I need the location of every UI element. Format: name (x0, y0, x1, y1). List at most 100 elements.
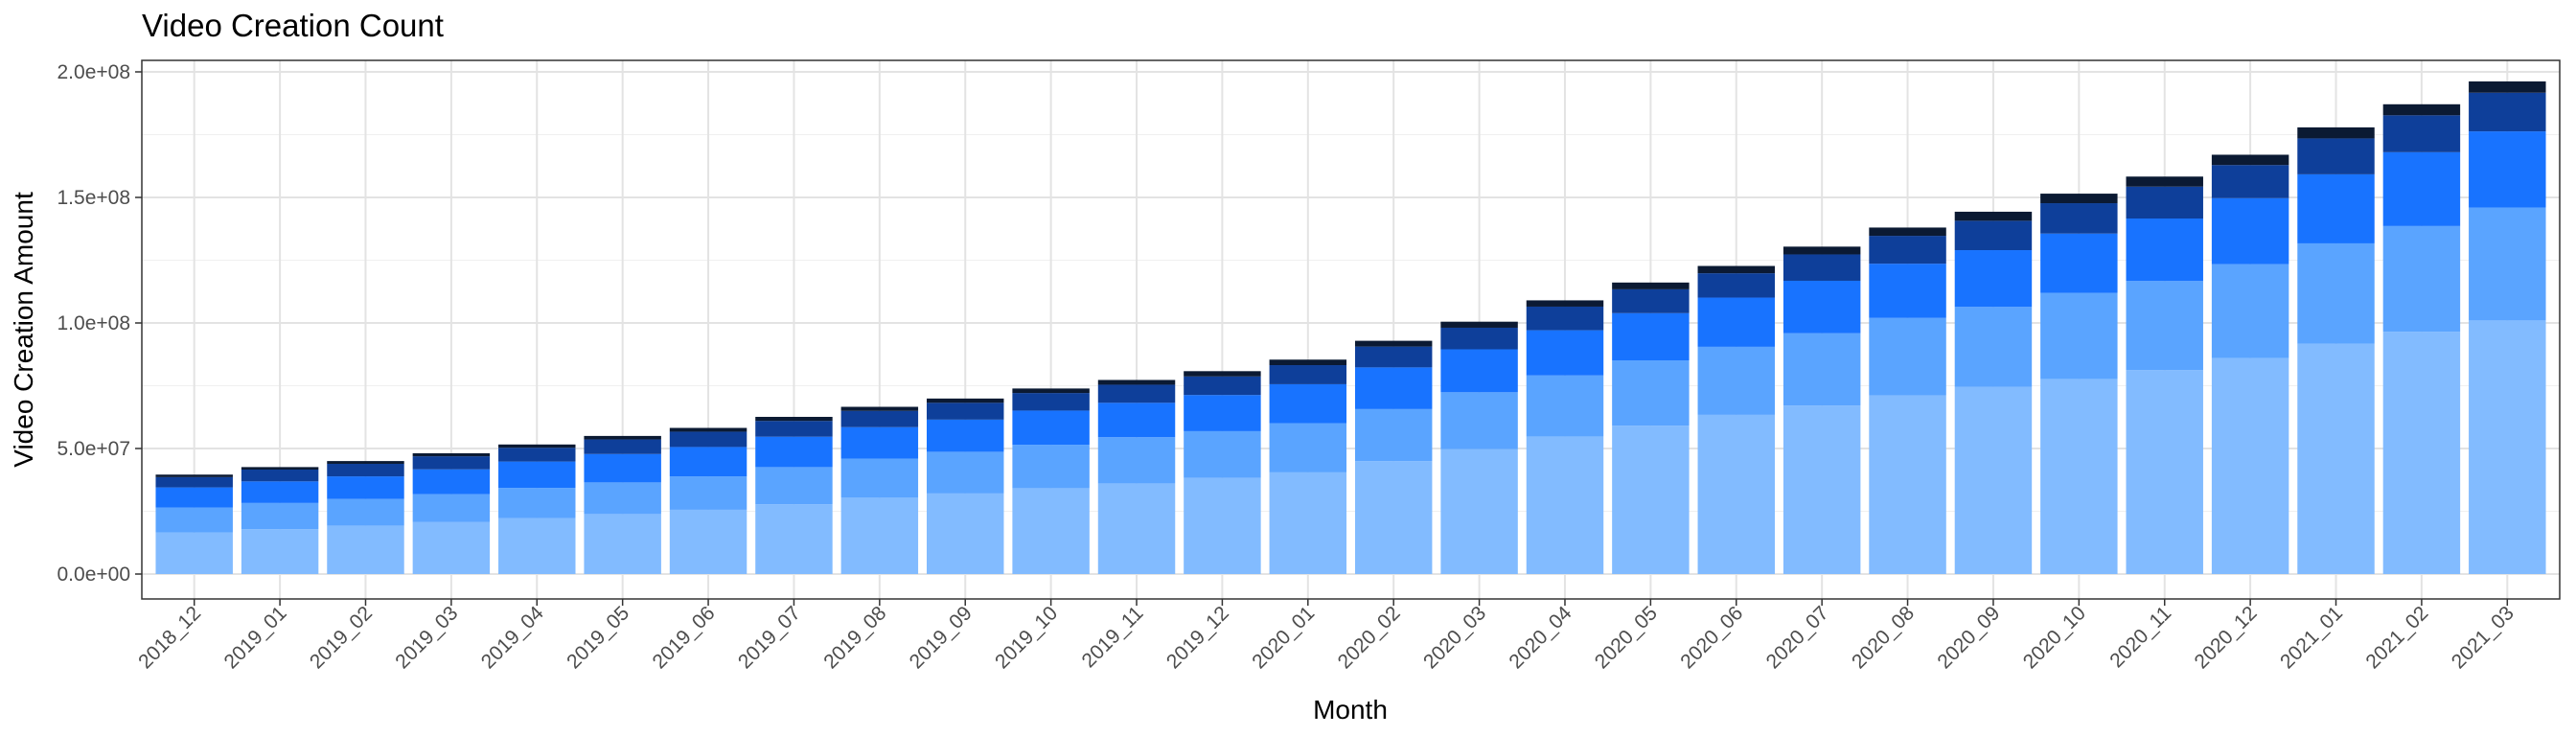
bar-segment (155, 487, 233, 508)
bar-segment (1354, 340, 1433, 347)
bar-segment (2297, 173, 2375, 243)
bar-segment (1526, 306, 1604, 331)
bar-segment (327, 461, 404, 464)
chart-title: Video Creation Count (142, 8, 444, 43)
x-tick-label: 2019_01 (220, 602, 291, 673)
bar-segment (2382, 151, 2461, 226)
x-tick-label: 2020_09 (1933, 602, 2004, 673)
bar-segment (1354, 408, 1433, 462)
bar-segment (1269, 472, 1347, 574)
bar-segment (927, 398, 1004, 403)
x-tick-label: 2021_02 (2361, 602, 2432, 673)
x-tick-label: 2020_03 (1419, 602, 1490, 673)
x-tick-label: 2020_06 (1676, 602, 1747, 673)
bar-segment (1954, 211, 2033, 221)
bar-segment (2211, 165, 2289, 198)
bar-segment (1440, 448, 1518, 574)
bar-segment (755, 421, 833, 437)
bar-segment (327, 498, 404, 526)
x-tick-label: 2020_07 (1762, 602, 1833, 673)
bar-segment (2126, 370, 2203, 574)
x-tick-label: 2021_03 (2448, 602, 2518, 673)
bar-segment (327, 476, 404, 499)
bar-segment (1526, 436, 1604, 574)
bar-segment (1354, 346, 1433, 368)
bars (155, 80, 2546, 574)
bar-segment (1012, 393, 1090, 411)
bar-segment (1012, 488, 1090, 574)
bar-segment (498, 461, 576, 489)
x-tick-label: 2020_11 (2105, 602, 2175, 672)
bar-segment (584, 439, 661, 454)
bar-segment (2040, 233, 2118, 293)
x-tick-label: 2019_05 (563, 602, 633, 673)
bar-segment (1012, 445, 1090, 489)
bar-segment (1440, 327, 1518, 350)
bar-segment (584, 435, 661, 440)
bar-segment (2382, 115, 2461, 152)
bar-segment (1269, 365, 1347, 384)
bar-segment (1782, 280, 1861, 334)
bar-segment (669, 427, 748, 432)
bar-segment (755, 436, 833, 468)
x-tick-label: 2020_08 (1848, 602, 1919, 673)
bar-segment (1697, 414, 1775, 574)
bar-segment (1697, 265, 1775, 274)
bar-segment (669, 509, 748, 574)
bar-segment (927, 451, 1004, 494)
bar-segment (1612, 426, 1690, 574)
bar-segment (1184, 371, 1261, 377)
bar-segment (1354, 461, 1433, 574)
bar-segment (1097, 384, 1176, 403)
bar-segment (584, 453, 661, 483)
bar-segment (241, 481, 319, 503)
bar-segment (241, 502, 319, 530)
bar-segment (1869, 236, 1946, 264)
bar-segment (1869, 227, 1946, 237)
bar-segment (1269, 359, 1347, 366)
y-tick-label: 2.0e+08 (58, 61, 131, 83)
bar-segment (412, 452, 491, 457)
bar-segment (927, 419, 1004, 452)
bar-segment (241, 529, 319, 574)
bar-segment (1269, 423, 1347, 472)
bar-segment (412, 494, 491, 522)
bar-segment (840, 410, 919, 427)
bar-segment (1697, 273, 1775, 298)
bar-segment (2469, 80, 2546, 93)
bar-segment (2211, 197, 2289, 264)
bar-segment (2211, 154, 2289, 166)
bar-segment (1869, 317, 1946, 396)
bar-segment (1184, 477, 1261, 574)
bar-segment (2126, 281, 2203, 371)
bar-segment (1012, 410, 1090, 446)
bar-segment (412, 521, 491, 574)
bar-segment (2297, 126, 2375, 139)
bar-segment (498, 488, 576, 518)
bar-segment (2040, 379, 2118, 574)
x-tick-label: 2020_12 (2191, 602, 2262, 673)
bar-segment (1269, 383, 1347, 424)
bar-segment (669, 431, 748, 448)
bar-segment (1097, 380, 1176, 385)
x-tick-label: 2019_11 (1078, 602, 1148, 672)
bar-segment (840, 426, 919, 459)
x-tick-label: 2019_08 (819, 602, 890, 673)
bar-segment (2297, 242, 2375, 344)
bar-segment (498, 444, 576, 448)
bar-segment (755, 416, 833, 422)
bar-segment (2040, 292, 2118, 380)
bar-segment (155, 474, 233, 477)
y-tick-label: 5.0e+07 (58, 438, 131, 460)
bar-segment (155, 532, 233, 574)
bar-segment (2211, 264, 2289, 358)
bar-segment (584, 482, 661, 515)
bar-segment (1954, 307, 2033, 387)
bar-segment (927, 493, 1004, 574)
bar-segment (1612, 360, 1690, 426)
bar-segment (1097, 402, 1176, 438)
bar-segment (755, 467, 833, 505)
x-tick-label: 2019_12 (1162, 602, 1233, 673)
x-tick-label: 2019_02 (306, 602, 377, 673)
bar-segment (2040, 203, 2118, 234)
